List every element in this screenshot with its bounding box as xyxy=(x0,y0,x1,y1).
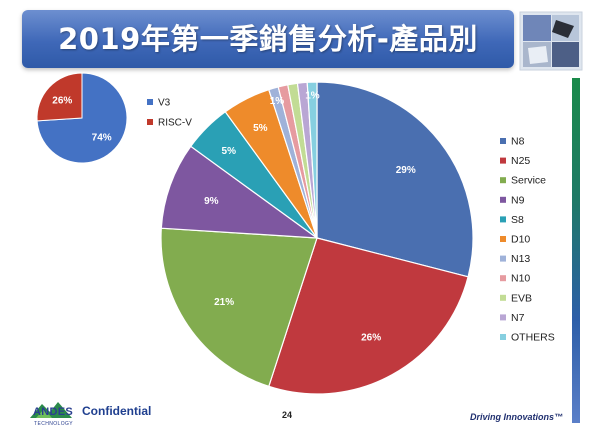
pie-slice-others xyxy=(306,81,318,239)
legend-swatch xyxy=(500,196,506,203)
legend-swatch xyxy=(147,99,153,105)
legend-swatch xyxy=(500,275,506,282)
pie-value-label: 5% xyxy=(222,146,237,157)
pie-value-label: 74% xyxy=(92,132,112,143)
pie-slice-n8 xyxy=(316,81,474,278)
legend-swatch xyxy=(500,255,506,262)
legend-swatch xyxy=(500,216,506,223)
logo-subtext: TECHNOLOGY xyxy=(34,421,74,427)
legend-label: N10 xyxy=(511,273,530,285)
legend-swatch xyxy=(500,334,506,340)
legend-label: N13 xyxy=(511,253,530,265)
legend-label: D10 xyxy=(511,234,530,246)
legend-label: Service xyxy=(511,175,546,187)
legend-label: N7 xyxy=(511,312,525,324)
pie-value-label: 21% xyxy=(214,297,234,308)
legend-swatch xyxy=(500,157,506,164)
pie-value-label: 5% xyxy=(253,123,268,134)
pie-value-label: 1% xyxy=(270,96,285,107)
pie-value-label: 29% xyxy=(396,165,416,176)
pie-slice-n9 xyxy=(160,145,320,239)
pie-chart-1: 74% 26% V3 RISC-V xyxy=(36,72,192,164)
footer-tagline: Driving Innovations™ xyxy=(470,412,564,422)
pie-value-label: 1% xyxy=(305,91,320,102)
pie-value-label: 9% xyxy=(204,196,219,207)
andes-logo xyxy=(30,402,72,418)
pie-slice-service xyxy=(160,227,318,388)
legend-label: RISC-V xyxy=(158,118,192,129)
legend-label: N25 xyxy=(511,155,530,167)
legend-swatch xyxy=(147,119,153,125)
side-stripe xyxy=(572,78,580,423)
legend-swatch xyxy=(500,294,506,301)
logo-brand: ANDES xyxy=(33,406,74,418)
footer-confidential: Confidential xyxy=(82,404,152,418)
legend-label: EVB xyxy=(511,292,532,304)
legend-label: V3 xyxy=(158,98,171,109)
legend-swatch xyxy=(500,177,506,184)
page-number: 24 xyxy=(282,410,293,420)
legend-label: S8 xyxy=(511,214,524,226)
pie-slice-risc-v xyxy=(36,72,83,122)
legend-swatch xyxy=(500,236,506,242)
title-bar xyxy=(22,10,514,68)
legend-label: OTHERS xyxy=(511,332,555,344)
legend-label: N9 xyxy=(511,194,525,206)
legend-swatch xyxy=(500,314,506,321)
legend-label: N8 xyxy=(511,136,525,148)
pie-value-label: 26% xyxy=(52,96,72,107)
title-photo xyxy=(519,11,583,71)
pie-value-label: 26% xyxy=(361,332,381,343)
pie-chart-2: 29% 26% 21% 9% 5% 5% 1% 1% N8 N25 Service N9 S8 D10 N1… xyxy=(160,81,555,395)
pie-slice-n25 xyxy=(268,237,469,395)
legend-swatch xyxy=(500,138,506,144)
slide-title: 2019年第一季銷售分析-產品別 xyxy=(58,22,478,56)
